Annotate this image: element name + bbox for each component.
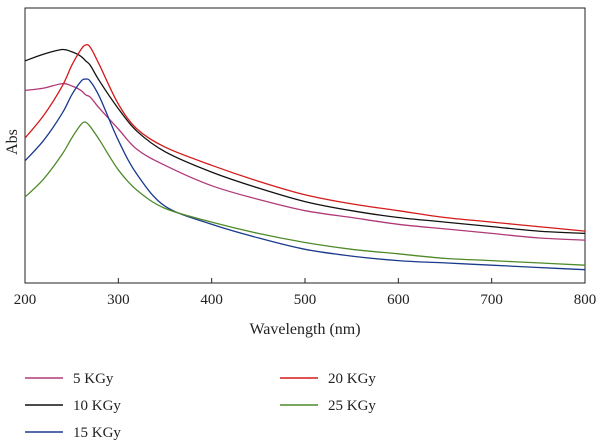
legend-label-5-kgy: 5 KGy (73, 371, 114, 387)
x-tick-label: 600 (387, 292, 410, 308)
x-tick-label: 800 (574, 292, 597, 308)
legend-label-20-kgy: 20 KGy (328, 371, 376, 387)
series-line-15-kgy (24, 78, 586, 271)
x-tick-label: 400 (200, 292, 223, 308)
legend-label-25-kgy: 25 KGy (328, 398, 376, 414)
series-line-5-kgy (24, 82, 586, 241)
plot-frame (24, 7, 586, 284)
x-tick-label: 500 (294, 292, 317, 308)
y-axis-title: Abs (4, 129, 21, 155)
series-line-25-kgy (24, 121, 586, 266)
x-tick-label: 700 (480, 292, 503, 308)
legend-label-15-kgy: 15 KGy (73, 425, 121, 441)
x-tick-label: 200 (14, 292, 37, 308)
series-line-20-kgy (24, 44, 586, 232)
x-tick-label: 300 (107, 292, 130, 308)
series-line-10-kgy (24, 48, 586, 235)
x-axis-title: Wavelength (nm) (249, 321, 360, 338)
legend-label-10-kgy: 10 KGy (73, 398, 121, 414)
